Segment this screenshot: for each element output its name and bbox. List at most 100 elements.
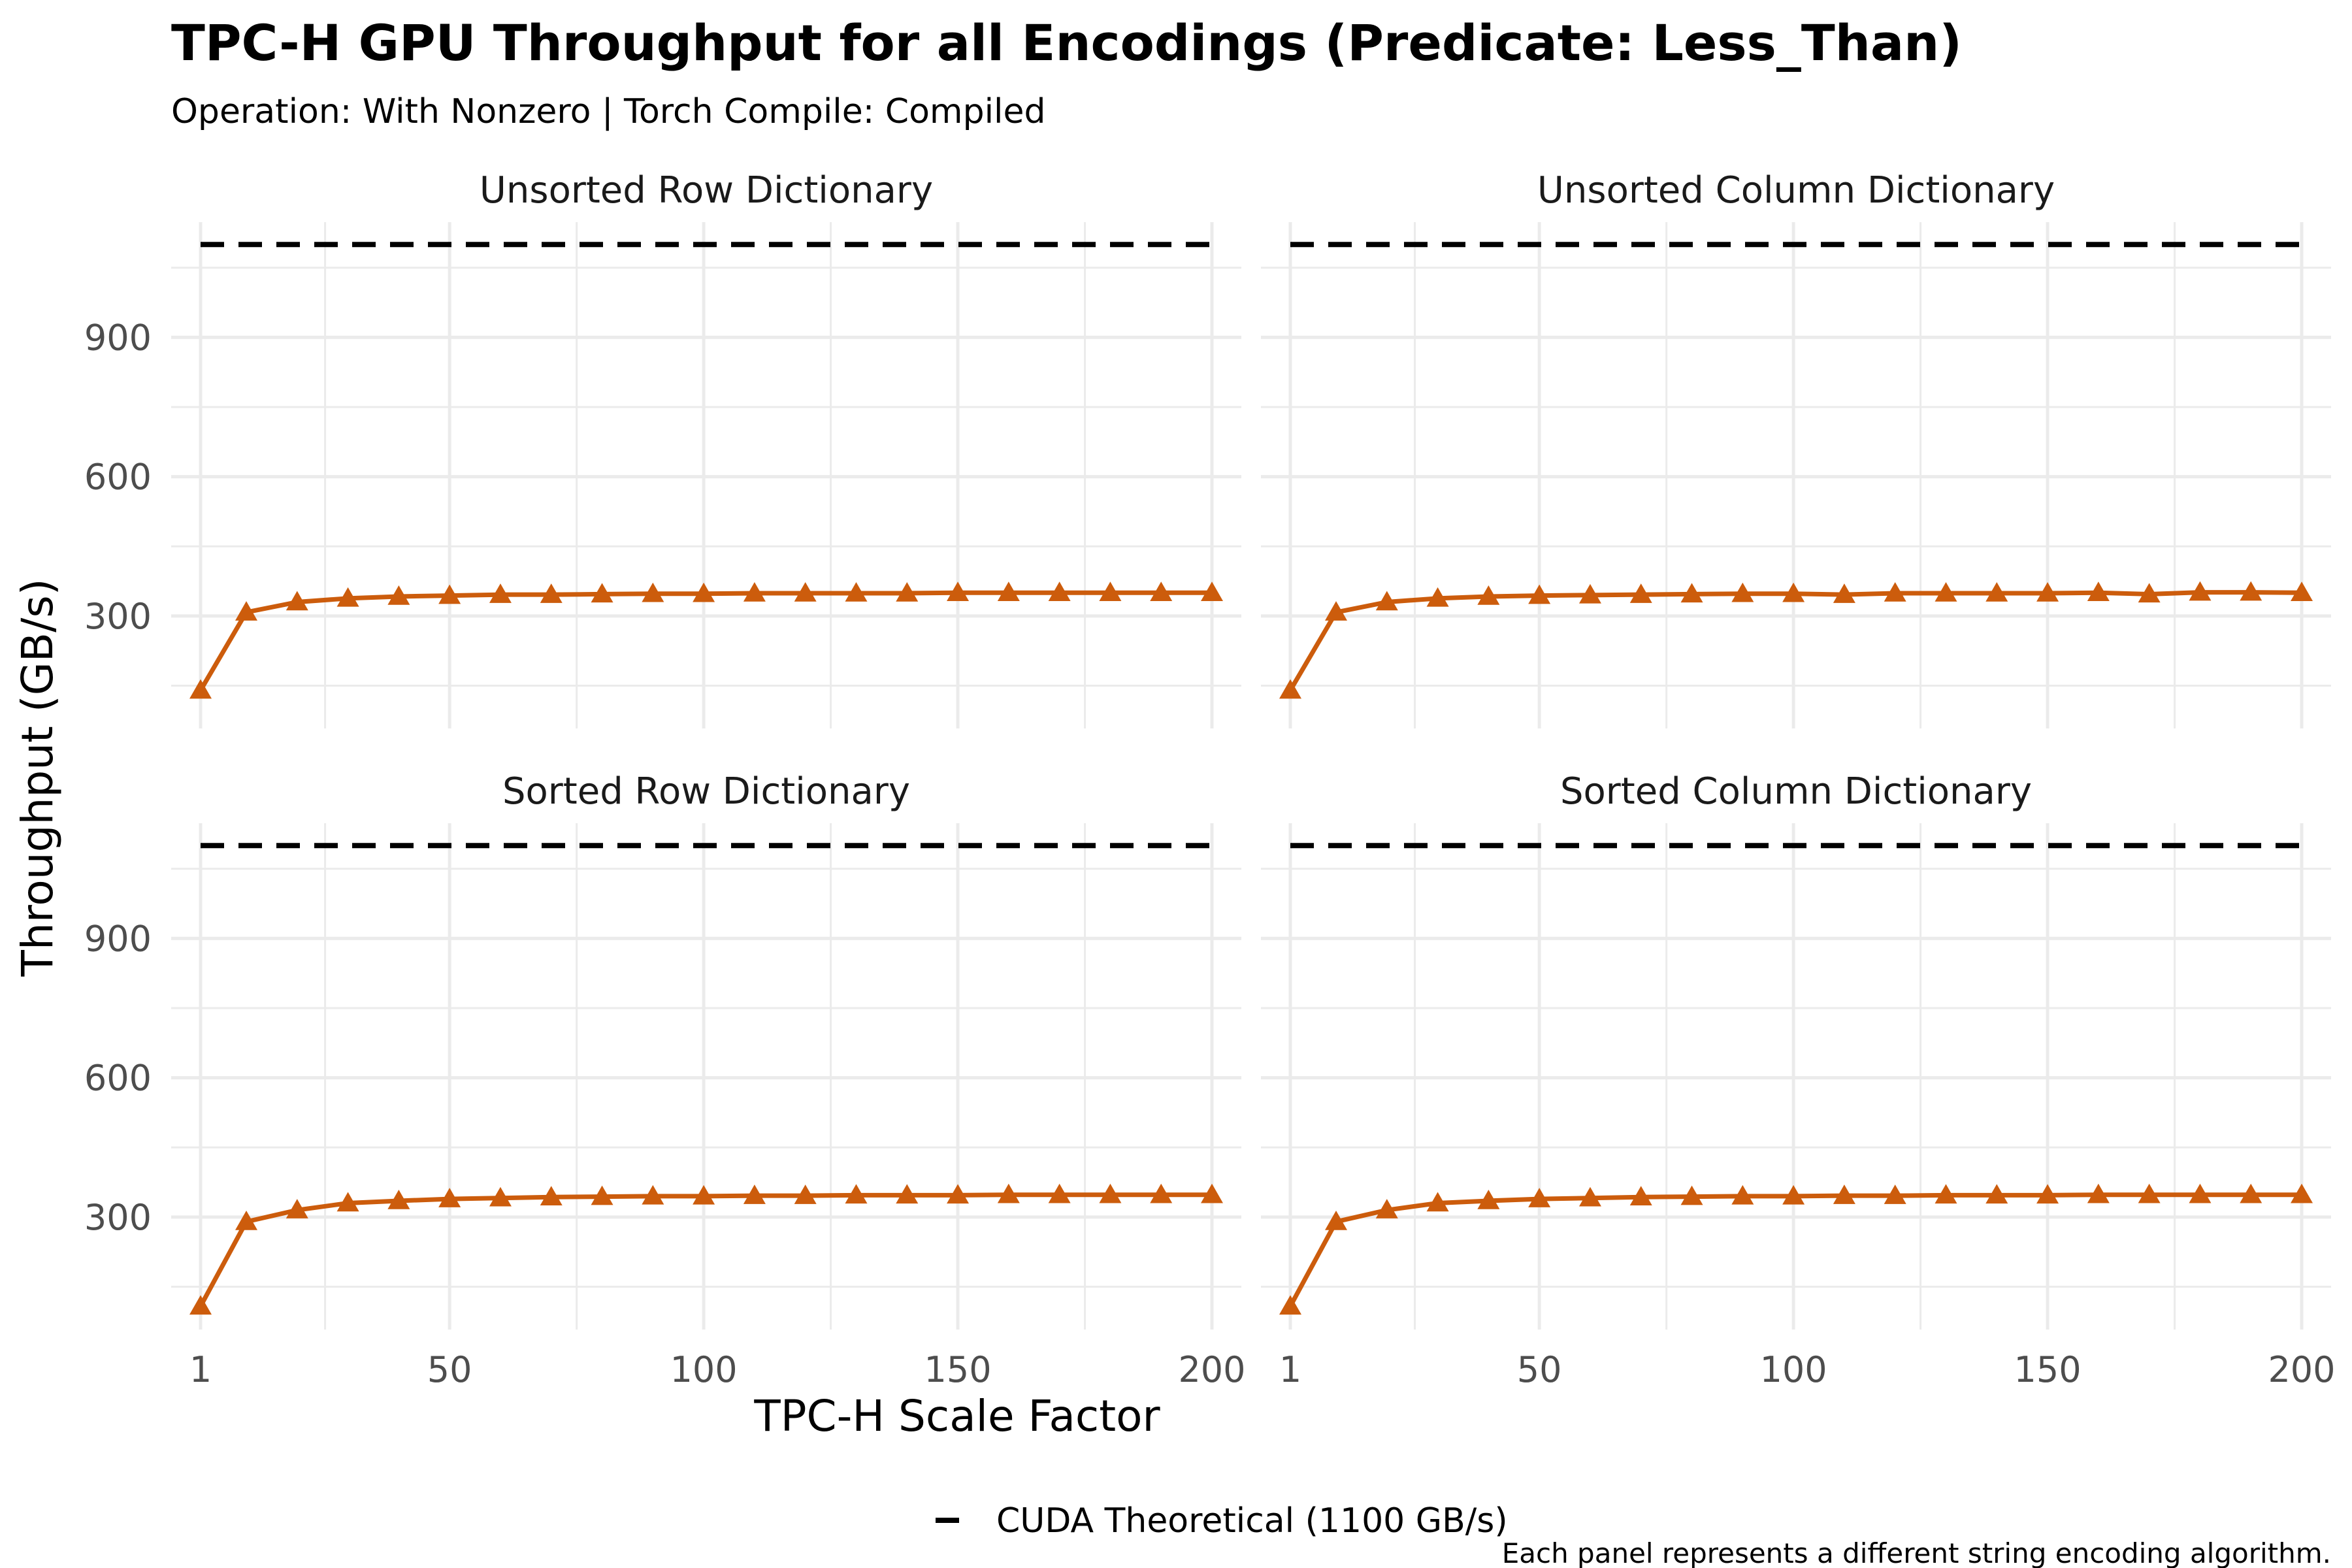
data-point	[947, 1184, 970, 1204]
data-point	[1099, 1183, 1122, 1203]
data-point	[1099, 581, 1122, 602]
data-point	[1426, 1192, 1449, 1212]
data-point	[1782, 582, 1805, 602]
y-tick-label: 600	[84, 1058, 152, 1099]
data-point	[1578, 1186, 1601, 1207]
data-point	[1833, 1184, 1855, 1204]
chart-title: TPC-H GPU Throughput for all Encodings (…	[171, 14, 1962, 72]
x-tick-label: 100	[1760, 1349, 1827, 1390]
data-point	[387, 585, 410, 605]
data-point	[336, 1192, 359, 1212]
data-point	[794, 582, 817, 602]
data-point	[2138, 583, 2161, 603]
data-point	[286, 591, 308, 611]
data-point	[1629, 1186, 1652, 1206]
data-point	[189, 679, 212, 699]
data-point	[2291, 1183, 2313, 1203]
data-point	[1477, 1189, 1500, 1209]
facet-title: Unsorted Row Dictionary	[480, 169, 933, 212]
data-point	[1782, 1184, 1805, 1205]
x-tick-label: 1	[1279, 1349, 1301, 1390]
data-point	[387, 1189, 410, 1209]
x-tick-label: 1	[189, 1349, 212, 1390]
data-point	[2291, 581, 2313, 602]
data-point	[1048, 581, 1071, 602]
legend: CUDA Theoretical (1100 GB/s)	[936, 1501, 1508, 1541]
x-tick-label: 200	[2268, 1349, 2335, 1390]
data-point	[997, 1183, 1020, 1203]
data-point	[2189, 581, 2212, 601]
data-point	[1935, 1184, 1957, 1204]
data-point	[845, 1184, 868, 1204]
data-point	[1279, 679, 1301, 699]
data-point	[997, 581, 1020, 602]
chart-caption: Each panel represents a different string…	[1502, 1537, 2331, 1568]
data-point	[2240, 1183, 2262, 1203]
data-point	[743, 582, 766, 602]
data-point	[1325, 1210, 1348, 1230]
x-tick-label: 150	[2014, 1349, 2082, 1390]
data-point	[286, 1199, 308, 1218]
data-point	[1375, 591, 1398, 611]
y-tick-label: 300	[84, 1197, 152, 1238]
data-point	[235, 1210, 258, 1230]
data-point	[1279, 1295, 1301, 1315]
data-point	[1578, 583, 1601, 604]
data-point	[2087, 1183, 2110, 1203]
y-tick-label: 600	[84, 457, 152, 498]
data-point	[438, 1188, 461, 1207]
data-point	[489, 1186, 512, 1207]
data-point	[1985, 582, 2008, 602]
data-point	[794, 1184, 817, 1204]
facet-title: Sorted Row Dictionary	[502, 770, 910, 813]
chart-subtitle: Operation: With Nonzero | Torch Compile:…	[171, 92, 1045, 131]
data-point	[591, 1185, 613, 1205]
data-point	[1150, 1183, 1173, 1203]
data-point	[896, 1184, 919, 1204]
data-point	[2036, 1184, 2059, 1204]
data-point	[2240, 581, 2262, 601]
data-point	[743, 1184, 766, 1204]
x-axis-title: TPC-H Scale Factor	[753, 1391, 1160, 1441]
data-point	[1985, 1184, 2008, 1204]
data-point	[1325, 601, 1348, 621]
data-point	[1201, 581, 1223, 602]
data-point	[1048, 1183, 1071, 1203]
data-point	[189, 1295, 212, 1315]
x-tick-label: 50	[427, 1349, 472, 1390]
x-tick-label: 100	[670, 1349, 738, 1390]
data-point	[1884, 1184, 1906, 1204]
x-tick-label: 200	[1178, 1349, 1245, 1390]
panel-2: Unsorted Column Dictionary	[1261, 169, 2331, 728]
data-point	[438, 584, 461, 604]
data-point	[1884, 582, 1906, 602]
y-tick-label: 900	[84, 918, 152, 959]
data-point	[947, 581, 970, 602]
y-tick-label: 900	[84, 317, 152, 358]
y-tick-label: 300	[84, 596, 152, 637]
data-point	[235, 601, 258, 621]
data-point	[540, 583, 563, 603]
facet-title: Sorted Column Dictionary	[1560, 770, 2032, 813]
data-point	[2189, 1183, 2212, 1203]
series-line	[198, 1192, 1212, 1307]
data-point	[1680, 583, 1703, 603]
data-point	[1201, 1183, 1223, 1203]
data-point	[2087, 581, 2110, 602]
data-point	[1833, 583, 1855, 603]
data-point	[845, 582, 868, 602]
x-tick-label: 150	[924, 1349, 992, 1390]
data-point	[1731, 582, 1754, 602]
y-axis-title: Throughput (GB/s)	[12, 579, 63, 977]
facet-title: Unsorted Column Dictionary	[1537, 169, 2055, 212]
data-point	[1935, 582, 1957, 602]
data-point	[693, 1184, 715, 1205]
data-point	[489, 583, 512, 603]
data-point	[1477, 585, 1500, 605]
data-point	[1629, 583, 1652, 603]
data-point	[1150, 581, 1173, 602]
data-point	[1680, 1185, 1703, 1205]
